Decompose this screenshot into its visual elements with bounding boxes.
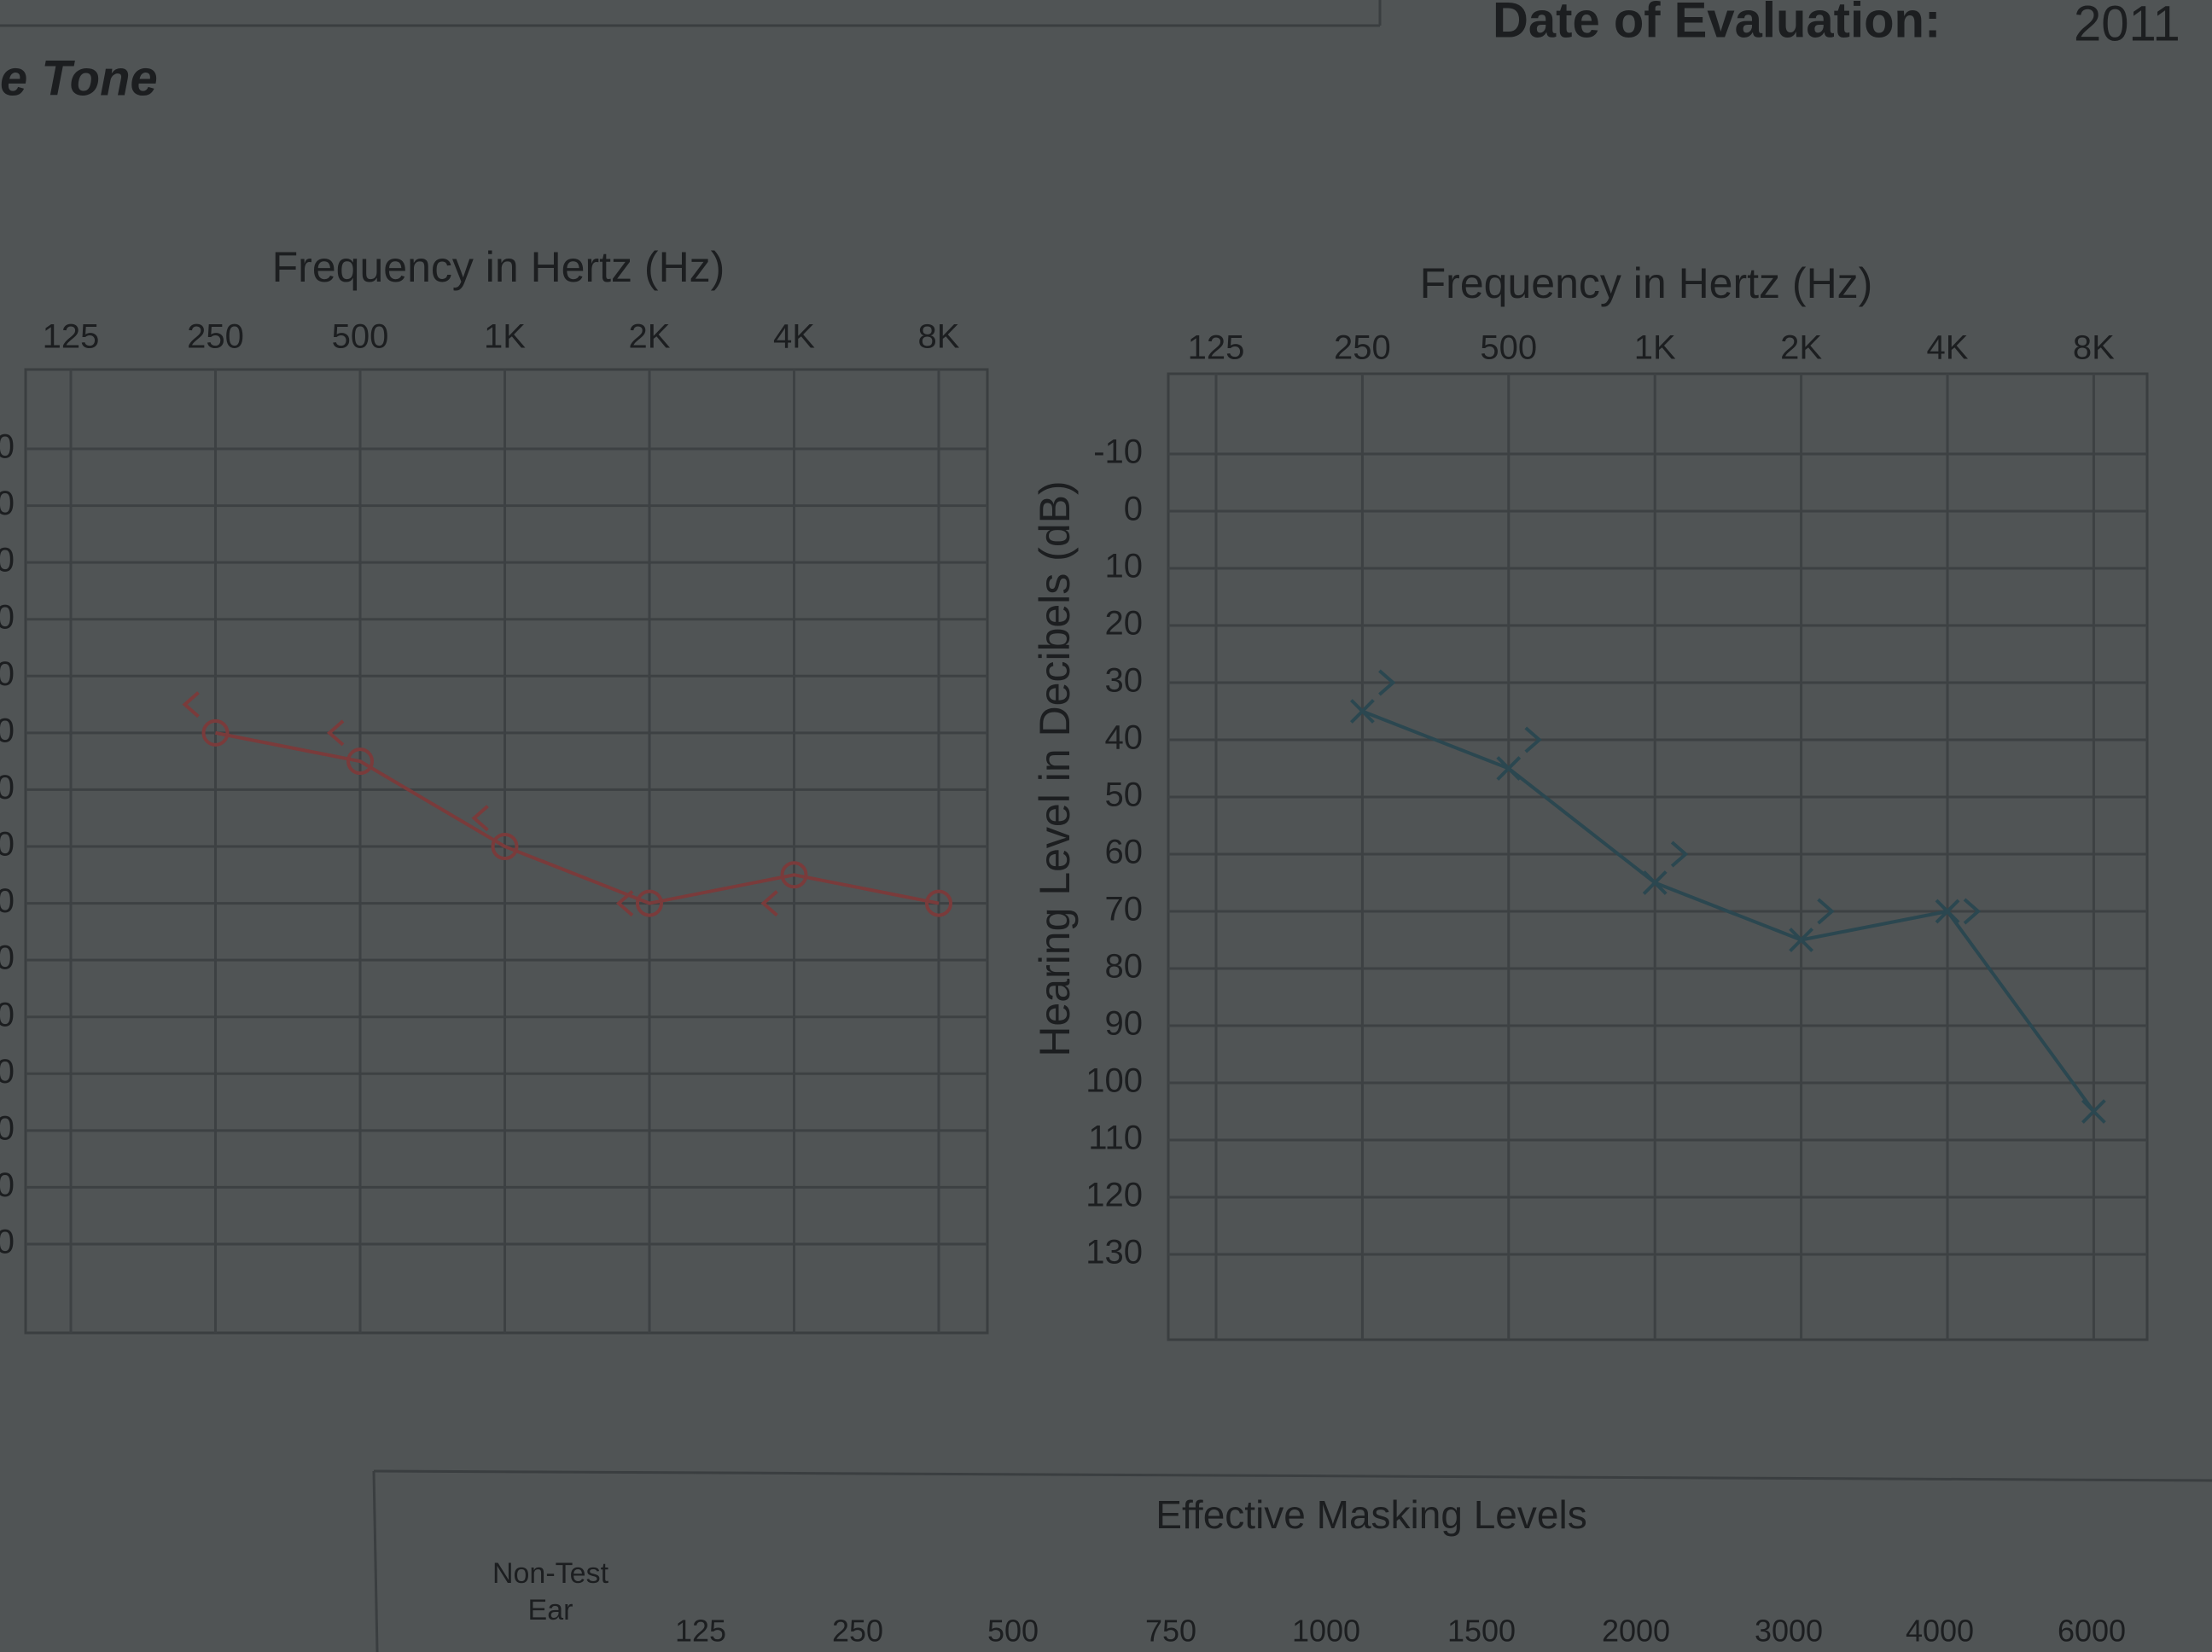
y-axis-title: Hearing Level in Decibels (dB) — [1031, 480, 1079, 1056]
y-tick-label: 30 — [1105, 662, 1144, 700]
y-tick-label: 50 — [1105, 777, 1144, 814]
masking-column: 125 — [675, 1614, 726, 1649]
x-tick-label: 500 — [1480, 329, 1537, 367]
masking-column: 3000 — [1755, 1614, 1823, 1649]
bone-marker — [760, 890, 778, 917]
masking-column: 750 — [1145, 1614, 1196, 1649]
masking-column: 2000 — [1602, 1614, 1670, 1649]
x-tick-label: 1K — [1634, 329, 1676, 367]
x-tick-label: 125 — [43, 318, 100, 356]
date-label: Date of Evaluation: — [1493, 0, 1941, 48]
air-marker — [1496, 756, 1522, 781]
masking-column: 4000 — [1906, 1614, 1974, 1649]
air-marker — [2081, 1099, 2106, 1124]
x-tick-label: 250 — [187, 318, 244, 356]
air-marker — [346, 747, 374, 776]
bone-marker — [326, 719, 345, 747]
x-tick-label: 2K — [629, 318, 671, 356]
masking-column: 1000 — [1292, 1614, 1360, 1649]
y-tick-label: 130 — [0, 1224, 15, 1261]
x-axis-title: Frequency in Hertz (Hz) — [1420, 259, 1873, 307]
air-marker — [1642, 870, 1668, 895]
masking-title: Effective Masking Levels — [1155, 1492, 1586, 1537]
masking-border — [372, 1470, 379, 1652]
masking-border — [373, 1469, 2212, 1482]
y-tick-label: 40 — [0, 712, 15, 749]
y-tick-label: 110 — [0, 1109, 15, 1147]
y-tick-label: -10 — [0, 428, 15, 466]
y-tick-label: 10 — [1105, 548, 1144, 585]
y-tick-label: 20 — [0, 598, 15, 636]
bone-marker — [1817, 898, 1835, 925]
row-label: Ear — [528, 1594, 573, 1626]
bone-marker — [1378, 669, 1396, 696]
y-tick-label: 70 — [1105, 891, 1144, 928]
air-marker — [1935, 899, 1960, 924]
y-tick-label: 110 — [1088, 1120, 1143, 1157]
air-marker — [1789, 928, 1814, 952]
x-tick-label: 8K — [918, 318, 960, 356]
x-tick-label: 4K — [773, 318, 815, 356]
plot-frame — [1167, 372, 2149, 1341]
bone-marker — [182, 691, 200, 718]
masking-column: 500 — [987, 1614, 1039, 1649]
y-tick-label: 0 — [1124, 491, 1143, 528]
y-tick-label: 20 — [1105, 605, 1144, 643]
x-tick-label: 125 — [1188, 329, 1245, 367]
series-line — [215, 730, 940, 905]
bone-marker — [1670, 841, 1689, 868]
masking-box: Effective Masking Levels Non-Test Ear — [372, 1469, 2212, 1652]
date-value: 2011 — [2074, 0, 2180, 51]
audiogram: Frequency in Hertz (Hz) Hearing Level in … — [1031, 259, 2149, 1341]
y-tick-label: 60 — [0, 826, 15, 864]
y-tick-label: 90 — [0, 996, 15, 1033]
air-marker — [491, 833, 519, 860]
masking-column: 6000 — [2058, 1614, 2126, 1649]
y-tick-label: 100 — [0, 1053, 15, 1091]
y-tick-label: 60 — [1105, 834, 1144, 871]
row-label: Non-Test — [492, 1557, 609, 1590]
bone-marker — [1963, 898, 1982, 925]
x-tick-label: 250 — [1334, 329, 1391, 367]
x-tick-label: 8K — [2073, 329, 2115, 367]
y-tick-label: 80 — [0, 939, 15, 977]
air-marker — [1349, 699, 1375, 724]
y-tick-label: 0 — [0, 485, 15, 522]
y-tick-label: 120 — [0, 1166, 15, 1204]
plot-frame — [24, 368, 989, 1335]
masking-column: 250 — [832, 1614, 883, 1649]
section-title: e Tone — [0, 50, 158, 106]
audiogram: Frequency in Hertz (Hz)125 250 500 1K 2K 4K 8K… — [0, 243, 989, 1335]
y-tick-label: 30 — [0, 655, 15, 693]
masking-column: 1500 — [1447, 1614, 1516, 1649]
y-tick-label: 50 — [0, 769, 15, 806]
x-tick-label: 2K — [1780, 329, 1822, 367]
bone-marker — [471, 805, 489, 832]
y-tick-label: 40 — [1105, 719, 1144, 757]
y-tick-label: 100 — [1086, 1062, 1143, 1100]
bone-marker — [615, 890, 634, 917]
air-marker — [201, 718, 230, 747]
air-marker — [636, 889, 663, 917]
y-tick-label: 80 — [1105, 948, 1144, 986]
y-tick-label: 130 — [1086, 1234, 1143, 1271]
y-tick-label: 70 — [0, 882, 15, 920]
x-tick-label: 4K — [1927, 329, 1969, 367]
bone-marker — [1524, 726, 1542, 753]
y-tick-label: -10 — [1093, 433, 1143, 471]
air-marker — [780, 861, 808, 889]
series-line — [1361, 709, 2096, 1113]
x-axis-title: Frequency in Hertz (Hz) — [272, 243, 725, 291]
y-tick-label: 90 — [1105, 1005, 1144, 1043]
x-tick-label: 500 — [332, 318, 389, 356]
x-tick-label: 1K — [484, 318, 526, 356]
y-tick-label: 120 — [1086, 1177, 1143, 1214]
y-tick-label: 10 — [0, 542, 15, 579]
air-marker — [925, 889, 952, 917]
